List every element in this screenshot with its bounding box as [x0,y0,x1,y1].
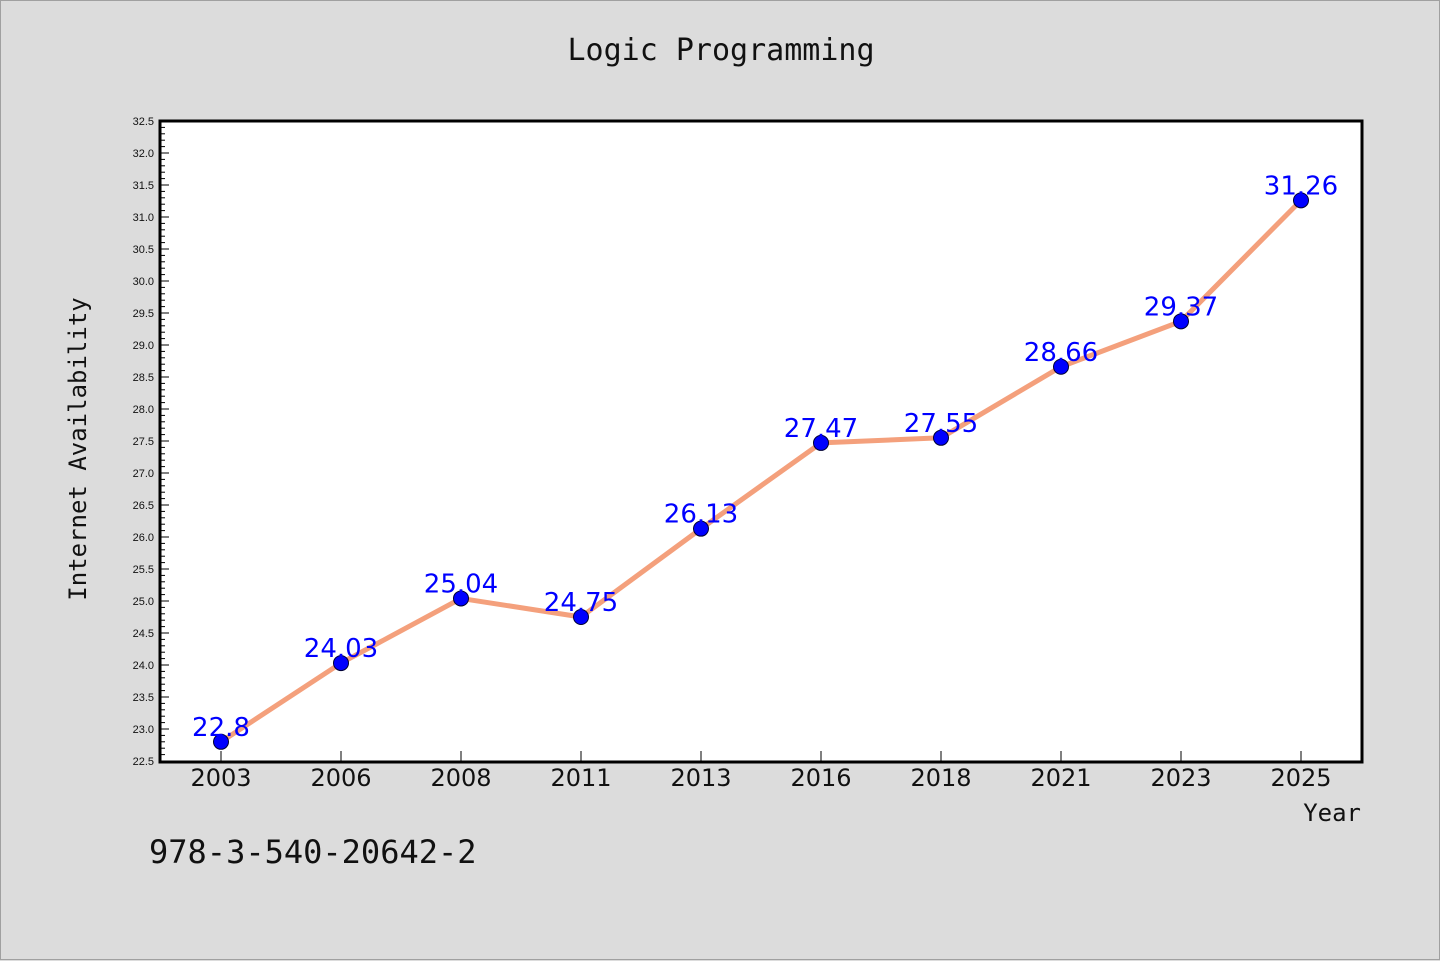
y-tick-label: 23.5 [133,692,154,704]
y-tick-label: 22.5 [133,756,154,768]
data-point [213,733,229,750]
x-axis: 2003 2006 2008 2011 2013 2016 2018 2021 2023 2025 [190,751,1332,792]
y-tick-label: 31.5 [133,180,154,192]
x-tick-label: 2011 [550,764,611,792]
x-tick-label: 2021 [1030,764,1091,792]
data-label: 24.03 [304,634,378,664]
data-point [813,434,829,451]
x-tick-label: 2008 [430,764,491,792]
data-point [573,609,589,625]
x-tick-label: 2003 [190,764,251,792]
data-label: 28.66 [1024,338,1098,368]
y-tick-label: 30.5 [133,244,154,256]
isbn-caption: 978-3-540-20642-2 [149,833,477,871]
data-point [333,655,349,672]
data-label: 22.8 [192,713,250,743]
y-tick-label: 29.0 [133,340,154,352]
data-point [933,429,949,446]
y-tick-label: 25.5 [133,564,154,576]
data-point [1293,192,1309,209]
series-line [218,197,1304,745]
y-axis: 22.5 23.0 23.5 24.0 24.5 25.0 25.5 26.0 26.5 27.0… [133,116,169,768]
data-label: 25.04 [424,569,498,599]
data-point [1173,313,1189,330]
y-tick-label: 31.0 [133,212,154,224]
y-tick-label: 23.0 [133,724,154,736]
data-point [693,520,709,537]
y-tick-label: 27.0 [133,468,154,480]
y-tick-label: 27.5 [133,436,154,448]
data-point [453,590,469,607]
y-tick-label: 32.0 [133,148,154,160]
chart-title: Logic Programming [567,33,875,68]
y-tick-label: 32.5 [133,116,154,128]
data-label: 29.37 [1144,292,1218,322]
x-tick-label: 2013 [670,764,731,792]
y-tick-label: 24.5 [133,628,154,640]
data-label: 27.55 [904,409,978,439]
x-tick-label: 2023 [1150,764,1211,792]
data-label: 24.75 [544,588,618,618]
x-tick-label: 2025 [1270,764,1331,792]
data-point [1053,358,1069,375]
x-tick-label: 2016 [790,764,851,792]
y-tick-label: 25.0 [133,596,154,608]
y-tick-label: 26.0 [133,532,154,544]
data-label: 26.13 [664,500,738,530]
y-tick-label: 28.5 [133,372,154,384]
y-tick-label: 30.0 [133,276,154,288]
data-label: 27.47 [784,414,858,444]
data-label: 31.26 [1264,171,1338,201]
y-tick-label: 26.5 [133,500,154,512]
y-tick-label: 24.0 [133,660,154,672]
series-layer: 22.8 24.03 25.04 24.75 26.13 27.47 27.55 28.66 2… [192,171,1338,750]
x-axis-label: Year [1303,799,1361,827]
x-tick-label: 2018 [910,764,971,792]
y-tick-label: 28.0 [133,404,154,416]
x-tick-label: 2006 [310,764,371,792]
y-axis-label: Internet Availability [64,297,92,600]
y-tick-label: 29.5 [133,308,154,320]
